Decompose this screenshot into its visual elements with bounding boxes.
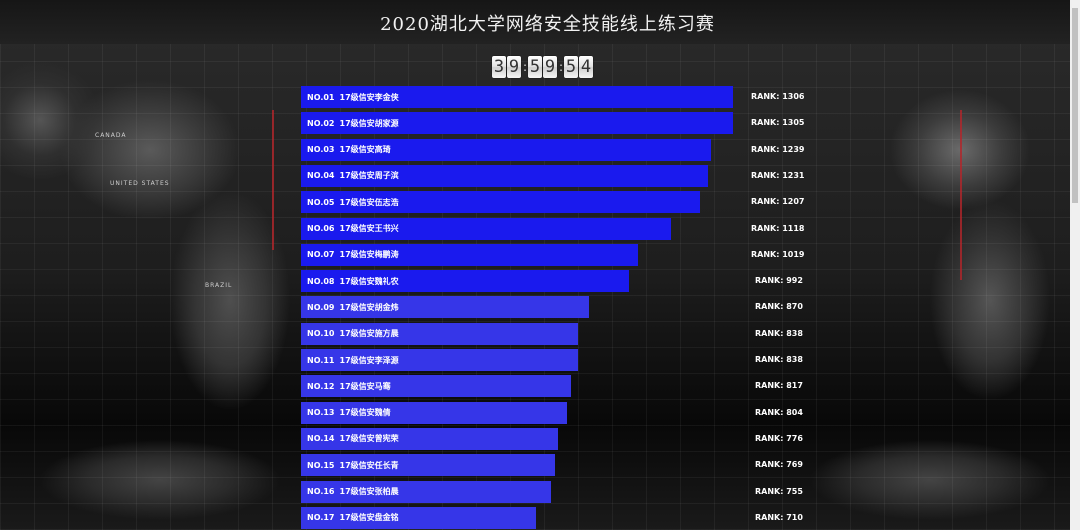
page-title: 2020湖北大学网络安全技能线上练习赛	[380, 14, 715, 35]
participant-name: 17级信安胡家源	[339, 118, 399, 128]
participant-name: 17级信安王书兴	[339, 224, 399, 233]
participant-name: 17级信安曾宪荣	[339, 434, 399, 444]
rank-score: RANK: 769	[755, 460, 803, 470]
ranking-number: NO.09	[307, 302, 335, 312]
ranking-number: NO.07	[307, 250, 335, 260]
ranking-bar: NO.14 17级信安曾宪荣	[301, 427, 558, 450]
ranking-number: NO.08	[307, 276, 335, 286]
ranking-number: NO.13	[307, 408, 335, 418]
rank-score: RANK: 1306	[751, 92, 805, 101]
ranking-bar: NO.08 17级信安魏礼农	[301, 270, 629, 293]
ranking-number: NO.17	[307, 513, 335, 523]
participant-name: 17级信安胡金炜	[339, 302, 399, 312]
ranking-bar: NO.16 17级信安张柏晨	[301, 480, 551, 503]
ranking-bar: NO.05 17级信安伍志浩	[301, 191, 700, 214]
participant-name: 17级信安伍志浩	[339, 197, 399, 207]
timer-digit: 4	[579, 56, 593, 78]
ranking-bar: NO.06 17级信安王书兴	[301, 217, 671, 240]
participant-name: 17级信安李金侠	[339, 92, 399, 102]
ranking-bar: NO.02 17级信安胡家源	[301, 112, 733, 135]
participant-name: 17级信安施方晨	[339, 329, 399, 339]
participant-name: 17级信安张柏晨	[339, 487, 399, 496]
rank-score: RANK: 755	[755, 486, 803, 496]
participant-name: 17级信安魏礼农	[339, 276, 399, 286]
ranking-number: NO.15	[307, 460, 335, 470]
ranking-bar: NO.07 17级信安梅鹏涛	[301, 243, 638, 266]
participant-name: 17级信安盘金铭	[339, 513, 399, 523]
ranking-number: NO.14	[307, 434, 335, 444]
ranking-number: NO.11	[307, 355, 335, 365]
ranking-number: NO.04	[307, 171, 335, 181]
participant-name: 17级信安马骞	[339, 381, 391, 391]
map-border-line-left	[272, 110, 274, 250]
ranking-bar: NO.03 17级信安高琦	[301, 138, 711, 161]
map-label-united-states: UNITED STATES	[110, 180, 170, 187]
ranking-number: NO.05	[307, 197, 335, 207]
timer-digit: 5	[564, 56, 578, 78]
rank-score: RANK: 776	[755, 433, 803, 443]
map-border-line-right	[960, 110, 962, 280]
rank-score: RANK: 817	[755, 381, 803, 391]
participant-name: 17级信安任长青	[339, 460, 399, 470]
participant-name: 17级信安魏倩	[339, 408, 391, 418]
ranking-number: NO.06	[307, 224, 335, 233]
map-label-brazil: BRAZIL	[205, 282, 233, 289]
ranking-number: NO.16	[307, 487, 335, 496]
participant-name: 17级信安李泽源	[339, 355, 399, 365]
ranking-bar: NO.15 17级信安任长青	[301, 454, 555, 477]
ranking-bar: NO.17 17级信安盘金铭	[301, 506, 536, 529]
timer-digit: 9	[543, 56, 557, 78]
rank-score: RANK: 838	[755, 328, 803, 338]
scrollbar-thumb[interactable]	[1072, 8, 1078, 203]
ranking-number: NO.03	[307, 145, 335, 155]
ranking-number: NO.10	[307, 329, 335, 339]
rank-score: RANK: 1118	[751, 223, 805, 233]
ranking-number: NO.02	[307, 118, 335, 128]
rank-score: RANK: 710	[755, 512, 803, 522]
rank-score: RANK: 870	[755, 302, 803, 312]
map-label-canada: CANADA	[95, 132, 127, 139]
rank-score: RANK: 1231	[751, 170, 805, 180]
rank-score: RANK: 838	[755, 355, 803, 364]
timer-digit: 3	[492, 56, 506, 78]
timer-digit: 5	[528, 56, 542, 78]
ranking-bar: NO.01 17级信安李金侠	[301, 86, 733, 108]
ranking-bar: NO.09 17级信安胡金炜	[301, 296, 589, 319]
participant-name: 17级信安梅鹏涛	[339, 250, 399, 260]
ranking-bar: NO.10 17级信安施方晨	[301, 322, 578, 345]
rank-score: RANK: 992	[755, 276, 803, 286]
participant-name: 17级信安高琦	[339, 145, 391, 155]
timer-separator: :	[558, 60, 564, 74]
ranking-bar: NO.11 17级信安李泽源	[301, 349, 578, 371]
rank-score: RANK: 1207	[751, 197, 805, 207]
rank-score: RANK: 1305	[751, 118, 805, 128]
header-bar	[0, 0, 1070, 44]
ranking-number: NO.01	[307, 92, 335, 102]
rank-score: RANK: 1019	[751, 249, 805, 259]
countdown-timer: 3 9 : 5 9 : 5 4	[492, 56, 594, 78]
ranking-bar: NO.04 17级信安周子滨	[301, 164, 708, 187]
timer-separator: :	[522, 60, 528, 74]
ranking-bar: NO.13 17级信安魏倩	[301, 401, 567, 424]
ranking-bar: NO.12 17级信安马骞	[301, 375, 571, 398]
rank-score: RANK: 1239	[751, 144, 805, 154]
vertical-scrollbar[interactable]	[1070, 0, 1080, 530]
timer-digit: 9	[507, 56, 521, 78]
ranking-number: NO.12	[307, 381, 335, 391]
rank-score: RANK: 804	[755, 407, 803, 417]
participant-name: 17级信安周子滨	[339, 171, 399, 181]
